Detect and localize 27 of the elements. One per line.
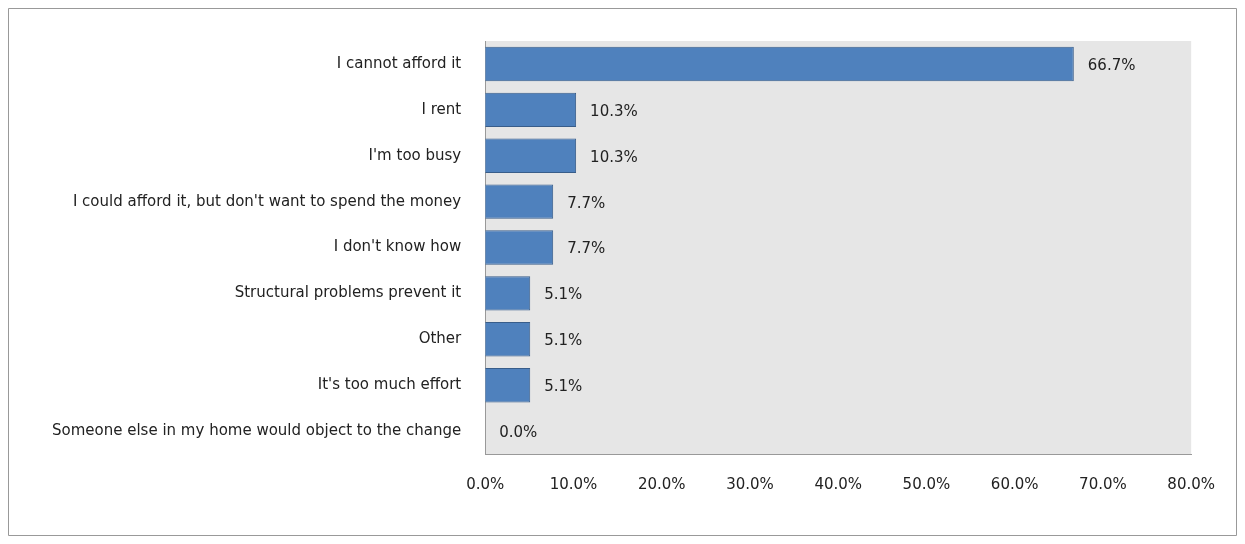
data-label: 7.7% <box>567 239 606 258</box>
y-tick-label: Other <box>418 329 463 348</box>
x-tick-label: 0.0% <box>466 474 505 493</box>
y-tick-label: I could afford it, but don't want to spend the money <box>72 191 462 210</box>
x-tick-label: 30.0% <box>726 474 774 493</box>
x-tick-label: 70.0% <box>1079 474 1127 493</box>
y-tick-label: Structural problems prevent it <box>234 283 462 302</box>
data-label: 5.1% <box>544 377 583 396</box>
x-tick-label: 10.0% <box>549 474 598 493</box>
y-tick-label: I'm too busy <box>368 145 462 164</box>
data-label: 5.1% <box>544 285 583 304</box>
data-label: 5.1% <box>544 331 583 350</box>
data-label: 7.7% <box>567 193 606 212</box>
y-tick-label: I rent <box>421 99 462 118</box>
data-label: 10.3% <box>590 147 638 166</box>
x-tick-label: 80.0% <box>1167 474 1215 493</box>
y-tick-label: Someone else in my home would object to the change <box>52 420 462 439</box>
data-label: 10.3% <box>590 101 638 120</box>
data-label: 0.0% <box>499 422 538 441</box>
x-tick-label: 40.0% <box>814 474 863 493</box>
y-tick-label: I don't know how <box>333 237 462 256</box>
y-tick-label: I cannot afford it <box>336 53 462 72</box>
x-tick-label: 20.0% <box>637 474 686 493</box>
x-tick-label: 50.0% <box>902 474 951 493</box>
data-label: 66.7% <box>1087 55 1136 74</box>
x-tick-label: 60.0% <box>990 474 1039 493</box>
y-tick-label: It's too much effort <box>317 375 462 394</box>
